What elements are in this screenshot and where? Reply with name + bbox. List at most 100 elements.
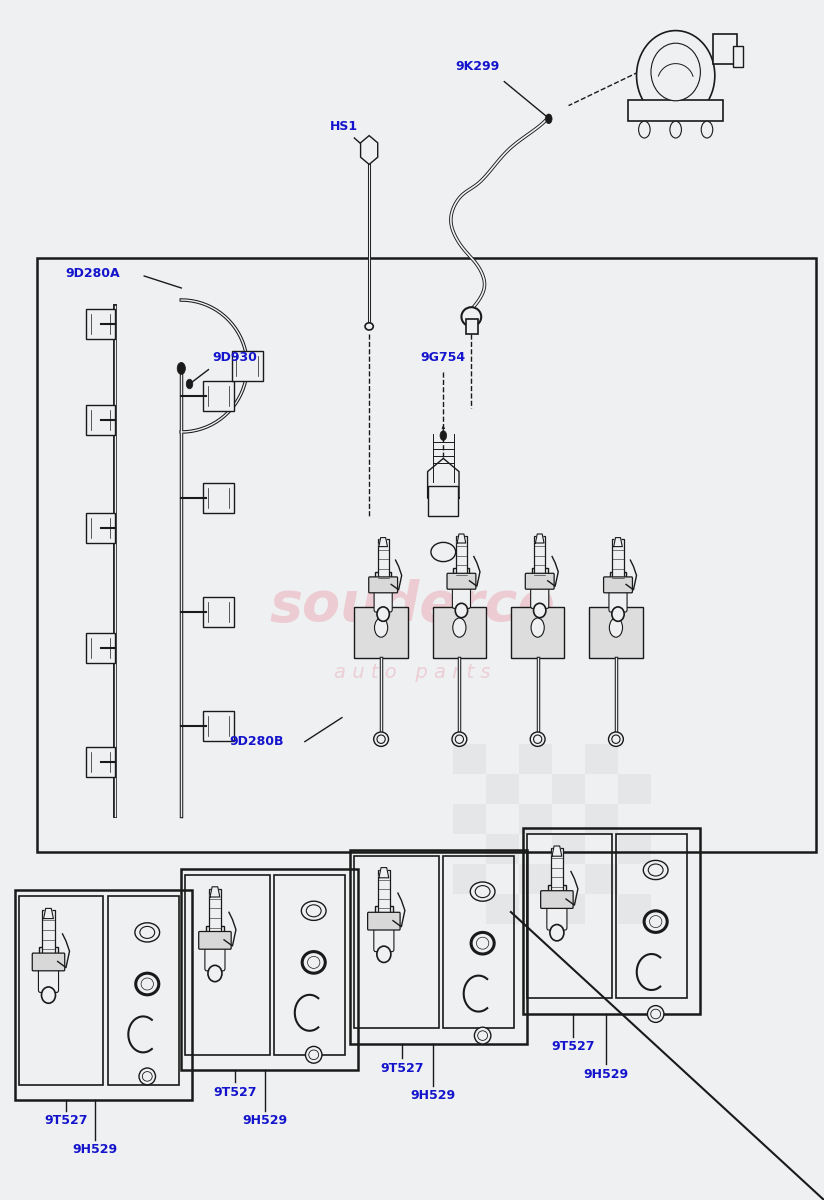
- Bar: [208, 889, 221, 934]
- Bar: [19, 896, 104, 1085]
- Ellipse shape: [610, 618, 623, 637]
- FancyBboxPatch shape: [32, 953, 65, 971]
- Text: HS1: HS1: [330, 120, 358, 132]
- Ellipse shape: [374, 732, 389, 746]
- Bar: [527, 834, 611, 998]
- Text: a u t o   p a r t s: a u t o p a r t s: [334, 662, 490, 682]
- Bar: [585, 744, 618, 774]
- Ellipse shape: [530, 732, 545, 746]
- FancyBboxPatch shape: [447, 574, 476, 589]
- Text: 9G754: 9G754: [421, 352, 466, 364]
- Bar: [713, 34, 737, 64]
- FancyBboxPatch shape: [368, 912, 400, 930]
- Bar: [232, 350, 263, 382]
- Polygon shape: [44, 908, 54, 919]
- Ellipse shape: [136, 973, 159, 995]
- Text: 9H529: 9H529: [73, 1144, 117, 1156]
- Polygon shape: [379, 538, 387, 547]
- Ellipse shape: [208, 965, 222, 982]
- FancyBboxPatch shape: [374, 926, 394, 952]
- Bar: [86, 634, 115, 662]
- Bar: [86, 308, 115, 338]
- Ellipse shape: [611, 607, 624, 622]
- Bar: [486, 774, 519, 804]
- Text: 9D930: 9D930: [213, 352, 257, 364]
- Polygon shape: [552, 846, 562, 856]
- Bar: [350, 850, 527, 1044]
- Ellipse shape: [651, 1009, 661, 1019]
- Ellipse shape: [307, 956, 320, 968]
- Bar: [519, 804, 552, 834]
- Bar: [519, 744, 552, 774]
- FancyBboxPatch shape: [374, 589, 392, 612]
- Bar: [42, 911, 55, 955]
- Ellipse shape: [471, 882, 495, 901]
- Bar: [428, 486, 458, 516]
- Ellipse shape: [648, 864, 663, 876]
- Bar: [531, 568, 548, 586]
- Ellipse shape: [41, 986, 55, 1003]
- FancyArrowPatch shape: [442, 426, 444, 434]
- Ellipse shape: [302, 952, 325, 973]
- Ellipse shape: [670, 121, 681, 138]
- Bar: [585, 804, 618, 834]
- Bar: [628, 100, 723, 121]
- Text: 9D280B: 9D280B: [230, 736, 284, 748]
- Text: souderce: souderce: [269, 578, 555, 634]
- Bar: [486, 894, 519, 924]
- Ellipse shape: [309, 1050, 319, 1060]
- Bar: [466, 319, 478, 334]
- FancyBboxPatch shape: [452, 586, 471, 608]
- FancyBboxPatch shape: [526, 574, 555, 589]
- Bar: [453, 804, 486, 834]
- Ellipse shape: [649, 916, 662, 928]
- Ellipse shape: [475, 1027, 491, 1044]
- FancyBboxPatch shape: [531, 586, 549, 608]
- Ellipse shape: [374, 618, 387, 637]
- Bar: [534, 535, 545, 576]
- Ellipse shape: [143, 1072, 152, 1081]
- Text: 9T527: 9T527: [551, 1040, 594, 1052]
- Ellipse shape: [644, 911, 667, 932]
- Bar: [375, 572, 391, 590]
- Ellipse shape: [135, 923, 160, 942]
- Ellipse shape: [639, 121, 650, 138]
- Ellipse shape: [701, 121, 713, 138]
- Ellipse shape: [648, 1006, 664, 1022]
- Bar: [511, 607, 564, 658]
- Bar: [618, 834, 651, 864]
- Ellipse shape: [550, 924, 564, 941]
- Bar: [616, 834, 687, 998]
- Ellipse shape: [531, 618, 544, 637]
- Ellipse shape: [377, 946, 391, 962]
- Ellipse shape: [186, 379, 193, 389]
- Bar: [610, 572, 626, 590]
- Text: 9H529: 9H529: [243, 1115, 288, 1127]
- Ellipse shape: [455, 604, 468, 618]
- Bar: [86, 746, 115, 778]
- Polygon shape: [210, 887, 220, 896]
- Bar: [453, 744, 486, 774]
- Bar: [552, 894, 585, 924]
- FancyBboxPatch shape: [368, 577, 397, 593]
- Bar: [612, 539, 624, 578]
- Ellipse shape: [140, 926, 155, 938]
- Bar: [203, 596, 234, 626]
- Ellipse shape: [461, 307, 481, 326]
- Ellipse shape: [302, 901, 326, 920]
- Ellipse shape: [476, 937, 489, 949]
- Bar: [203, 710, 234, 740]
- FancyBboxPatch shape: [541, 890, 574, 908]
- Ellipse shape: [611, 734, 620, 743]
- FancyBboxPatch shape: [205, 946, 225, 971]
- Bar: [552, 834, 585, 864]
- Polygon shape: [457, 534, 466, 542]
- Bar: [86, 404, 115, 434]
- Ellipse shape: [651, 43, 700, 101]
- Ellipse shape: [533, 734, 541, 743]
- Ellipse shape: [377, 734, 385, 743]
- Polygon shape: [536, 534, 544, 542]
- Polygon shape: [428, 458, 459, 511]
- Bar: [548, 884, 566, 905]
- Text: 9T527: 9T527: [381, 1062, 424, 1074]
